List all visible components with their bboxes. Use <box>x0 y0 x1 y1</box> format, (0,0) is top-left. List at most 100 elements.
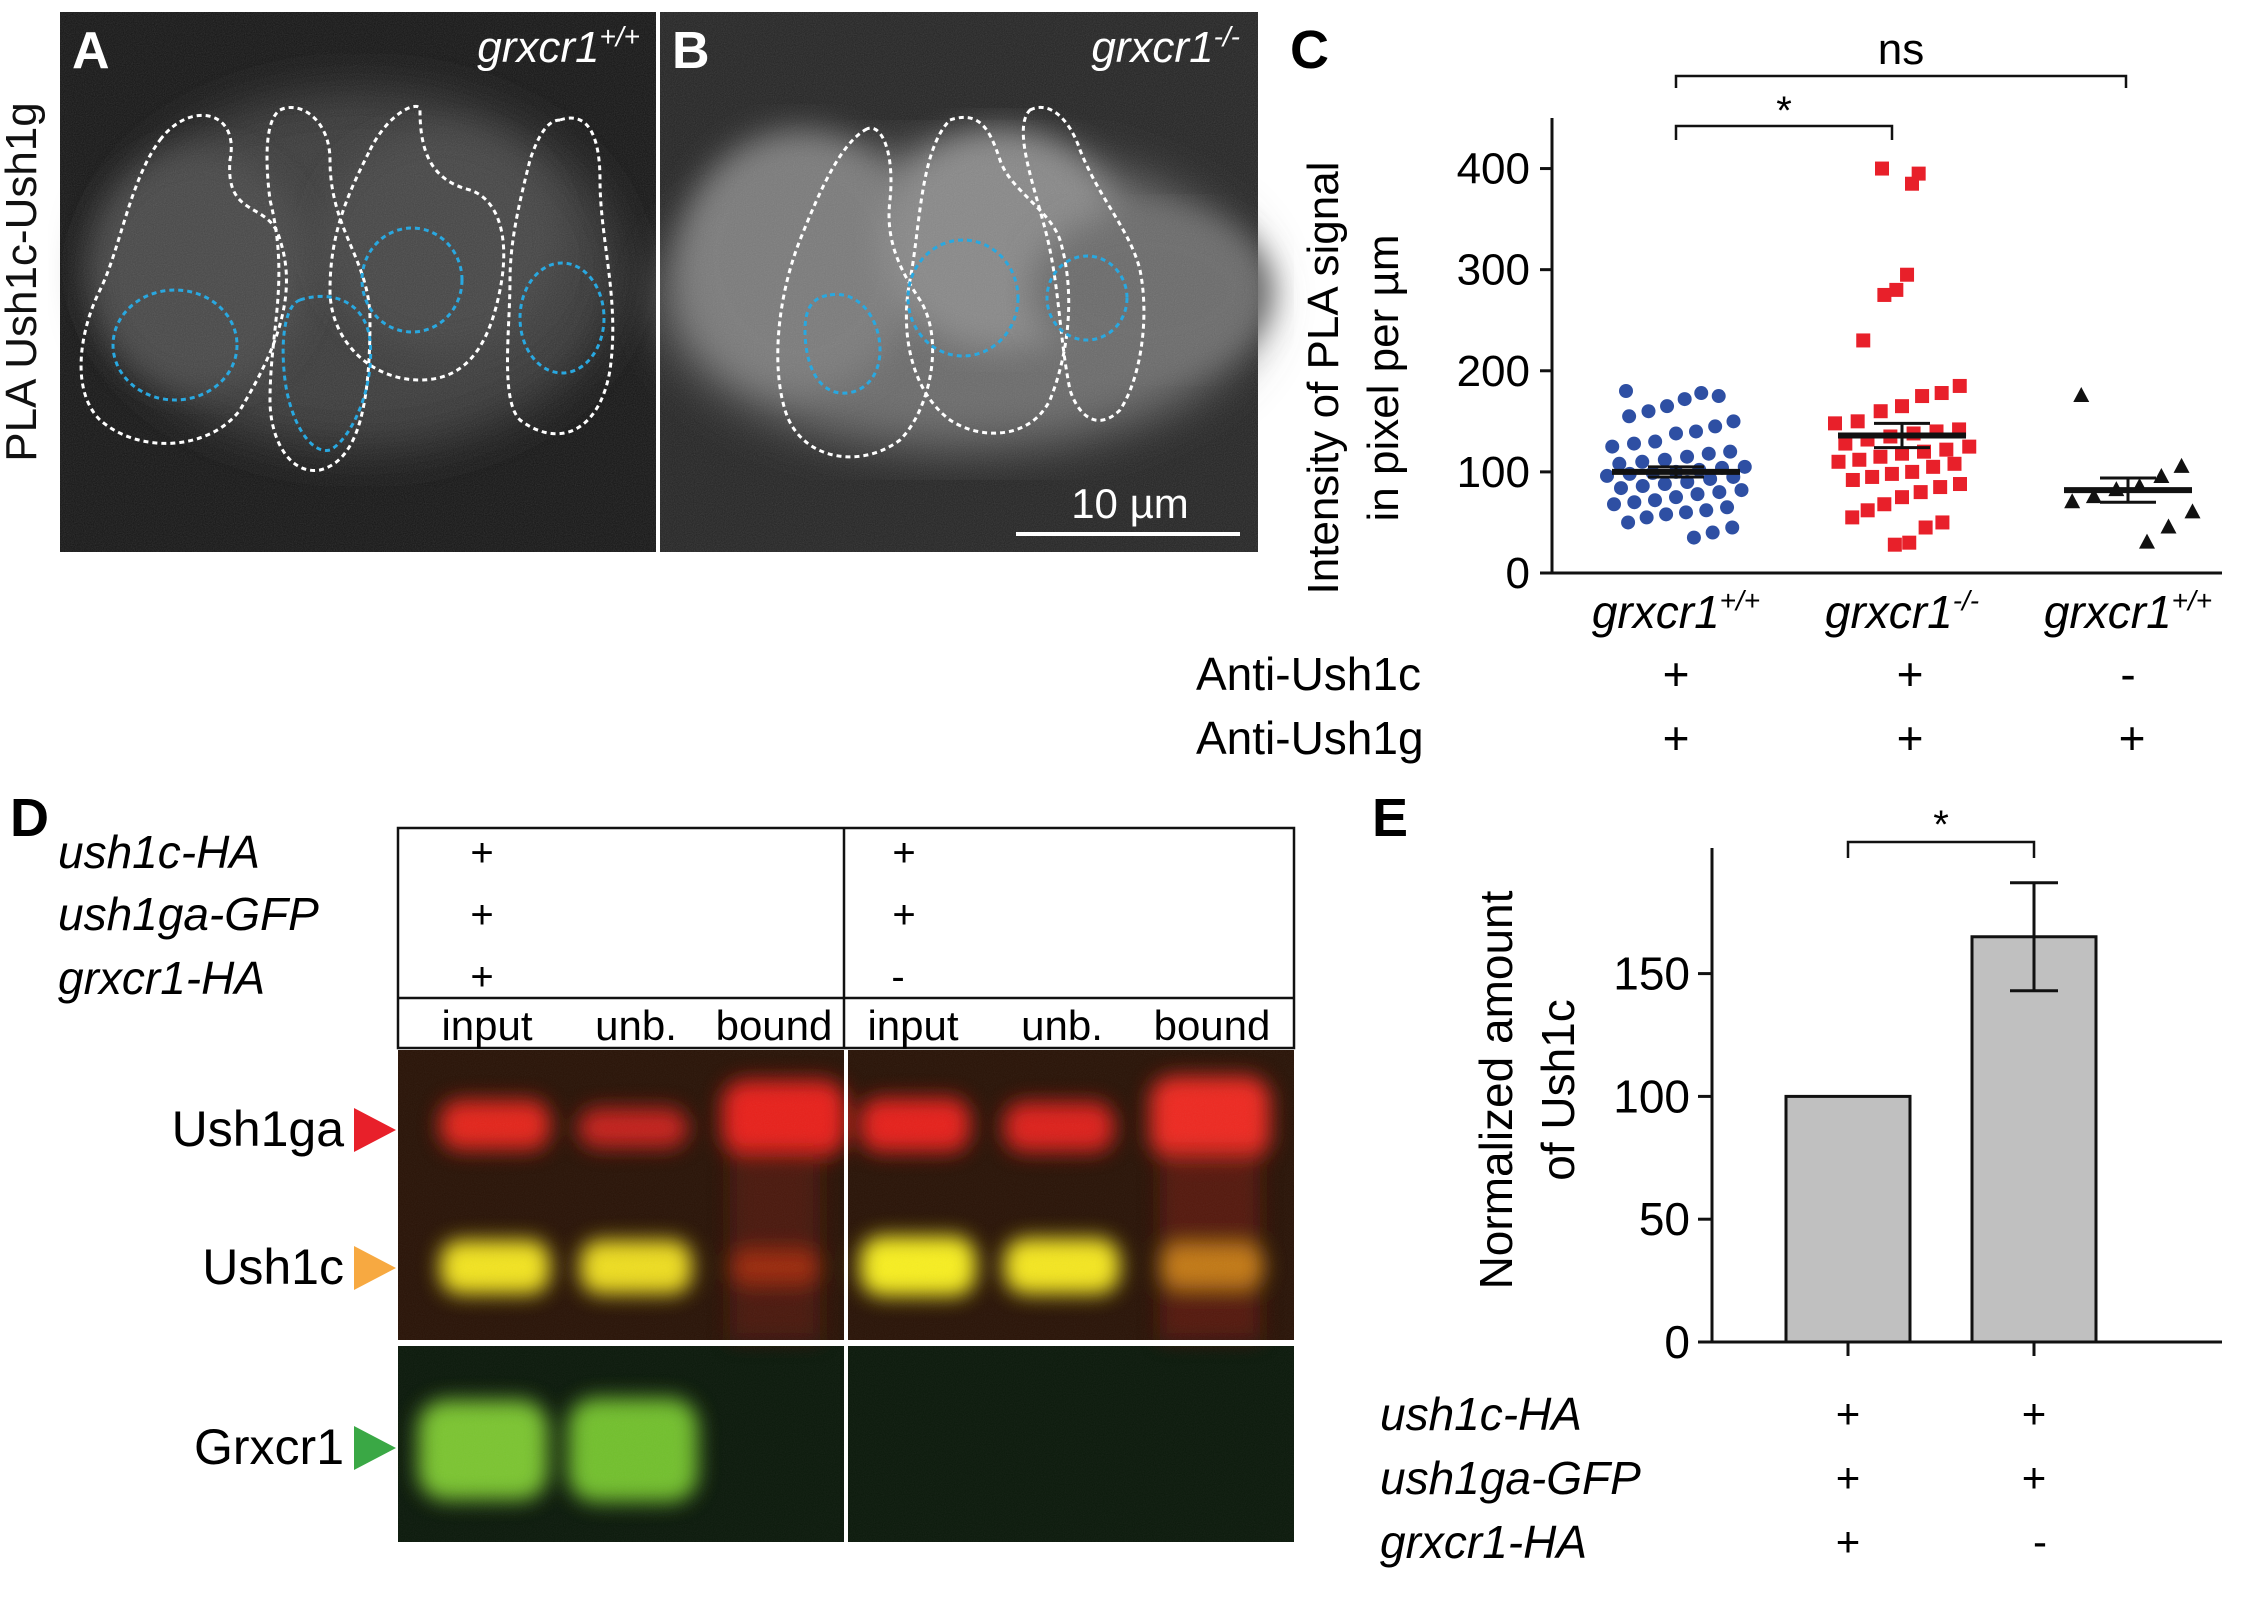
data-point <box>1619 384 1633 398</box>
bar <box>1970 935 2098 1344</box>
sig-bracket-inner <box>1674 124 1894 140</box>
band-arrow-ush1ga <box>354 1108 396 1152</box>
data-point <box>1895 446 1909 461</box>
panel-c-row-label-1: Anti-Ush1c <box>1196 648 1421 700</box>
data-point <box>1860 503 1875 518</box>
data-point <box>1701 446 1716 461</box>
panel-c-mark: + <box>1897 648 1924 700</box>
data-point <box>1711 389 1726 404</box>
nuclei-b <box>803 238 1129 395</box>
micrograph-a <box>60 12 656 552</box>
panel-c-ylabel-line2: in pixel per µm <box>1359 234 1408 521</box>
panel-letter-e: E <box>1372 788 1408 848</box>
panel-divider <box>656 12 660 552</box>
data-point <box>1905 464 1920 479</box>
panel-e-mark: - <box>2033 1518 2047 1565</box>
data-point <box>1680 449 1695 464</box>
band-arrow-grxcr1 <box>354 1426 396 1470</box>
data-point <box>1918 520 1933 535</box>
micrograph-side-label: PLA Ush1c-Ush1g <box>0 102 46 462</box>
data-point <box>1887 537 1902 552</box>
panel-c-ytick-label: 0 <box>1506 549 1530 598</box>
data-point <box>1669 426 1683 441</box>
construct-mark: + <box>892 893 915 937</box>
data-point <box>2064 493 2081 509</box>
data-point <box>2160 518 2177 534</box>
panel-letter-a: A <box>72 22 110 80</box>
data-point <box>1659 507 1674 522</box>
data-point <box>1845 472 1860 487</box>
data-point <box>1669 490 1683 505</box>
panel-c-ylabel-line1: Intensity of PLA signal <box>1299 162 1348 595</box>
data-point <box>1725 520 1740 535</box>
data-point <box>2139 533 2155 549</box>
data-point <box>1865 469 1880 484</box>
panel-e-row-label: ush1ga-GFP <box>1380 1452 1641 1504</box>
lane-label: bound <box>716 1002 833 1049</box>
genotype-label-a: grxcr1+/+ <box>477 21 640 72</box>
data-point <box>1621 515 1636 530</box>
data-point <box>2184 503 2201 519</box>
data-point <box>1838 436 1853 451</box>
data-point <box>1845 510 1860 525</box>
data-point <box>1641 404 1656 419</box>
construct-mark: + <box>470 893 493 937</box>
data-point <box>1694 386 1709 401</box>
panel-c-ytick-label: 300 <box>1457 246 1530 295</box>
panel-e-mark: + <box>1836 1390 1861 1437</box>
data-point <box>1905 176 1919 191</box>
panel-e-mark: + <box>2022 1390 2047 1437</box>
data-point <box>1962 439 1977 454</box>
header-box <box>396 826 1296 1050</box>
panel-c-group-3: grxcr1+/+ <box>2044 585 2212 638</box>
data-point <box>1723 444 1738 459</box>
data-point <box>1605 439 1620 454</box>
data-point <box>1614 481 1628 496</box>
sig-label-outer: ns <box>1878 25 1924 74</box>
panel-letter-b: B <box>672 22 710 80</box>
construct-mark: + <box>470 955 493 999</box>
data-point <box>1939 442 1954 457</box>
panel-e-ticks: 0 50 100 150 <box>1613 948 1712 1368</box>
data-point <box>1680 475 1695 489</box>
data-point <box>2085 488 2102 504</box>
data-point <box>1889 282 1904 297</box>
construct-mark: + <box>470 831 493 875</box>
data-point <box>1612 456 1627 471</box>
panel-c-points <box>1600 161 2201 552</box>
panel-c-group-2: grxcr1-/- <box>1825 585 1979 638</box>
panel-e-mark: + <box>1836 1518 1861 1565</box>
genotype-label-b: grxcr1-/- <box>1091 21 1240 72</box>
data-point <box>1902 535 1917 550</box>
panel-c-mark: - <box>2120 648 2135 700</box>
sig-label-e: * <box>1933 803 1949 847</box>
bar <box>1784 1094 1912 1344</box>
data-point <box>1627 495 1642 510</box>
panel-e-ytick-label: 150 <box>1613 948 1690 1000</box>
data-point <box>1895 399 1909 414</box>
data-point <box>1635 454 1650 469</box>
sig-bracket-e <box>1846 840 2036 858</box>
data-point <box>1648 493 1662 508</box>
construct-mark: + <box>892 831 915 875</box>
data-point <box>1712 485 1727 500</box>
data-point <box>1699 503 1714 518</box>
data-point <box>1705 525 1720 540</box>
cell-outlines-a <box>79 104 615 472</box>
data-point <box>1828 416 1842 431</box>
data-point <box>1913 485 1928 500</box>
panel-e-bars <box>1784 881 2098 1356</box>
lane-label: input <box>867 1002 958 1049</box>
data-point <box>1850 414 1865 429</box>
nuclei-a <box>111 226 606 452</box>
data-point <box>1690 487 1705 502</box>
data-point <box>1935 515 1950 530</box>
data-point <box>1831 454 1846 469</box>
data-point <box>1726 414 1741 429</box>
panel-e-ylabel-line1: Normalized amount <box>1470 890 1522 1289</box>
panel-e-row-label: grxcr1-HA <box>1380 1516 1587 1568</box>
data-point <box>1600 468 1614 483</box>
panel-e-plot: Normalized amount of Ush1c 0 50 100 150 * u… <box>1380 803 2222 1568</box>
data-point <box>1703 471 1718 486</box>
